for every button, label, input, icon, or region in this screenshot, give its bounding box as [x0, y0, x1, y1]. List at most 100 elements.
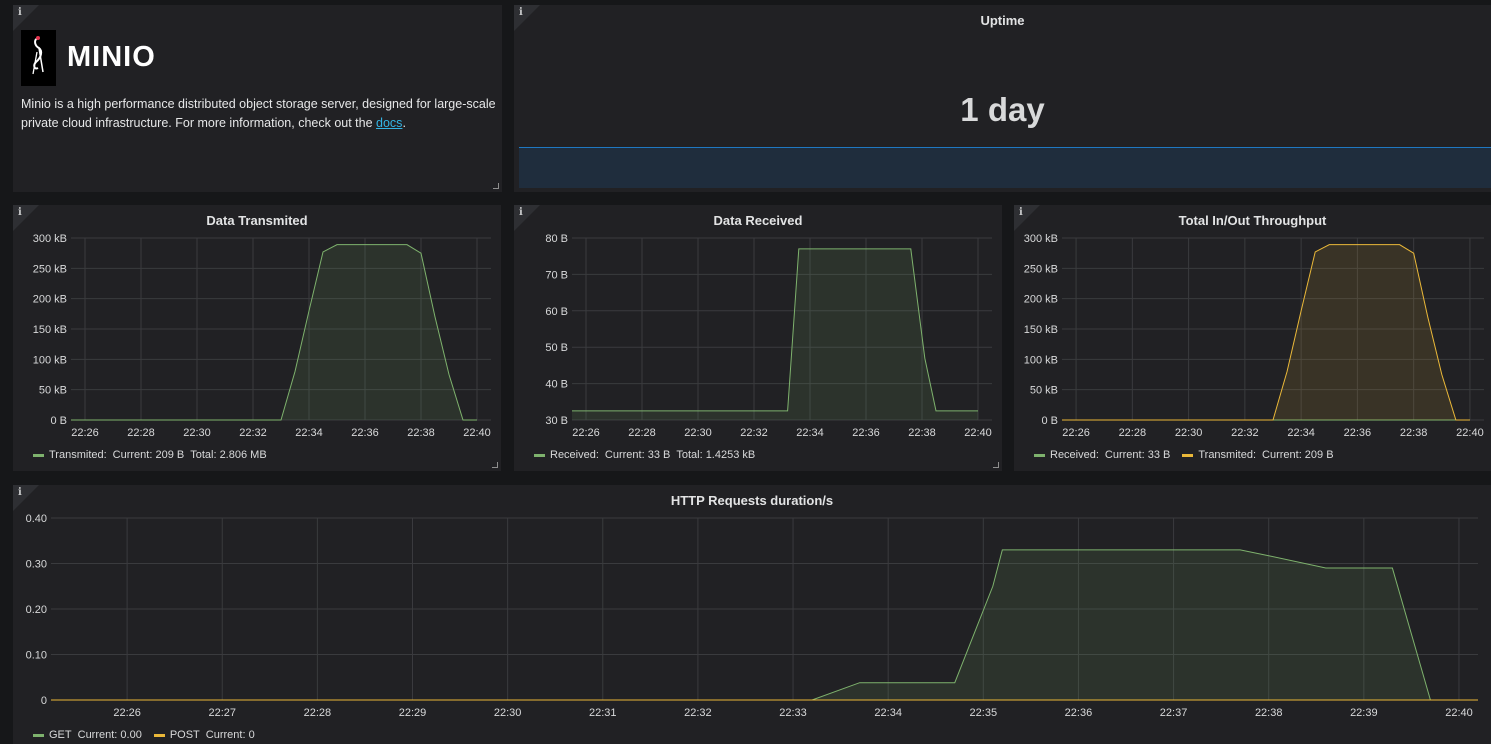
y-tick-label: 200 kB — [33, 294, 67, 306]
y-tick-label: 200 kB — [1024, 294, 1058, 306]
data-transmitted-panel: i Data Transmited 0 B 50 kB 100 kB 150 kB 20… — [13, 205, 501, 471]
panel-title[interactable]: HTTP Requests duration/s — [670, 493, 834, 508]
panel-title[interactable]: Total In/Out Throughput — [1178, 213, 1327, 228]
x-tick-label: 22:32 — [684, 707, 712, 719]
legend-swatch — [534, 453, 545, 457]
series-line-transmited — [1062, 244, 1470, 421]
y-tick-label: 100 kB — [33, 354, 67, 366]
series-line-received — [572, 248, 978, 412]
panel-corner[interactable] — [13, 485, 39, 511]
y-tick-label: 80 B — [545, 233, 568, 245]
legend-item[interactable]: POST Current: 0 — [153, 729, 255, 741]
legend-item[interactable]: GET Current: 0.00 — [33, 729, 142, 741]
x-tick-label: 22:28 — [304, 707, 332, 719]
info-icon[interactable]: i — [519, 207, 523, 218]
y-tick-label: 0.40 — [26, 513, 47, 525]
x-tick-label: 22:40 — [964, 427, 992, 439]
uptime-sparkline — [519, 147, 1491, 188]
received-chart[interactable]: 30 B 40 B 50 B 60 B 70 B 80 B 22:26 22:28 22:30 2… — [514, 227, 1002, 467]
x-tick-label: 22:34 — [295, 427, 323, 439]
x-tick-label: 22:26 — [1062, 427, 1090, 439]
panel-corner[interactable] — [1014, 205, 1040, 231]
x-tick-label: 22:28 — [1119, 427, 1147, 439]
logo-text: MINIO — [67, 41, 156, 73]
info-icon[interactable]: i — [18, 207, 22, 218]
x-tick-label: 22:31 — [589, 707, 617, 719]
legend-series-name: Transmited: — [49, 449, 107, 461]
y-tick-label: 150 kB — [1024, 324, 1058, 336]
x-tick-label: 22:28 — [628, 427, 656, 439]
docs-link[interactable]: docs — [376, 116, 403, 130]
info-icon[interactable]: i — [519, 7, 523, 18]
panel-title[interactable]: Data Transmited — [206, 213, 308, 228]
y-tick-label: 0 B — [1041, 415, 1058, 427]
resize-handle[interactable] — [492, 462, 498, 468]
text-panel: i MINIO Minio is a high performance dist… — [13, 5, 502, 192]
panel-corner[interactable] — [13, 5, 39, 31]
legend-swatch — [1182, 453, 1194, 457]
series-area-received — [572, 248, 978, 420]
x-tick-label: 22:37 — [1160, 707, 1188, 719]
legend-item[interactable]: Received: Current: 33 B — [1034, 449, 1170, 461]
x-tick-label: 22:32 — [239, 427, 267, 439]
x-tick-label: 22:36 — [1065, 707, 1093, 719]
y-tick-label: 60 B — [545, 306, 568, 318]
y-tick-label: 0.20 — [26, 604, 47, 616]
legend-item[interactable]: Transmited: Current: 209 B — [1182, 449, 1334, 461]
legend-current: Current: 33 B — [604, 449, 671, 461]
x-tick-label: 22:38 — [1400, 427, 1428, 439]
x-tick-label: 22:34 — [1287, 427, 1315, 439]
legend-current: Current: 209 B — [112, 449, 185, 461]
x-tick-label: 22:38 — [908, 427, 936, 439]
x-tick-label: 22:26 — [113, 707, 141, 719]
http-duration-panel: i HTTP Requests duration/s 0 0.10 0.20 0.30… — [13, 485, 1491, 744]
panel-corner[interactable] — [514, 205, 540, 231]
series-line-get — [51, 549, 1478, 701]
uptime-value: 1 day — [960, 91, 1045, 128]
legend-series-name: GET — [49, 729, 72, 741]
x-tick-label: 22:36 — [351, 427, 379, 439]
panel-title[interactable]: Data Received — [713, 213, 803, 228]
series-area-transmited — [71, 244, 477, 420]
info-icon[interactable]: i — [18, 487, 22, 498]
http-chart[interactable]: 0 0.10 0.20 0.30 0.40 22:26 22:27 22:28 22:29 22:… — [13, 507, 1491, 743]
legend-swatch — [1034, 453, 1045, 457]
legend-swatch — [153, 733, 165, 737]
series-area-transmited — [1062, 244, 1470, 420]
legend-item[interactable]: Received: Current: 33 B Total: 1.4253 kB — [534, 449, 755, 461]
y-tick-label: 0.10 — [26, 650, 47, 662]
resize-handle[interactable] — [493, 183, 499, 189]
legend: Transmited: Current: 209 B Total: 2.806 … — [33, 449, 279, 461]
panel-title[interactable]: Uptime — [980, 13, 1025, 28]
y-tick-label: 100 kB — [1024, 354, 1058, 366]
x-tick-label: 22:40 — [1445, 707, 1473, 719]
y-tick-label: 50 kB — [39, 385, 67, 397]
legend-item[interactable]: Transmited: Current: 209 B Total: 2.806 … — [33, 449, 267, 461]
series-line-transmited — [71, 244, 477, 421]
transmitted-chart[interactable]: 0 B 50 kB 100 kB 150 kB 200 kB 250 kB 300 kB 22… — [13, 227, 501, 467]
minio-logo — [21, 30, 56, 86]
x-tick-label: 22:30 — [1175, 427, 1203, 439]
y-tick-label: 0 B — [50, 415, 67, 427]
legend-series-name: Received: — [1050, 449, 1099, 461]
y-tick-label: 50 kB — [1030, 385, 1058, 397]
resize-handle[interactable] — [993, 462, 999, 468]
x-tick-label: 22:38 — [1255, 707, 1283, 719]
panel-corner[interactable] — [13, 205, 39, 231]
legend: GET Current: 0.00 POST Current: 0 — [33, 729, 267, 741]
y-tick-label: 70 B — [545, 269, 568, 281]
x-tick-label: 22:32 — [1231, 427, 1259, 439]
panel-corner[interactable] — [514, 5, 540, 31]
x-tick-label: 22:27 — [208, 707, 236, 719]
uptime-panel: i Uptime 1 day — [514, 5, 1491, 192]
info-icon[interactable]: i — [1019, 207, 1023, 218]
info-icon[interactable]: i — [18, 7, 22, 18]
throughput-chart[interactable]: 0 B 50 kB 100 kB 150 kB 200 kB 250 kB 300 kB 22… — [1014, 227, 1491, 467]
x-tick-label: 22:32 — [740, 427, 768, 439]
series-area-get — [51, 549, 1478, 700]
legend-series-name: Transmited: — [1198, 449, 1257, 461]
y-tick-label: 30 B — [545, 415, 568, 427]
legend-series-name: Received: — [550, 449, 599, 461]
legend-current: Current: 209 B — [1262, 449, 1334, 461]
legend-swatch — [33, 733, 44, 737]
